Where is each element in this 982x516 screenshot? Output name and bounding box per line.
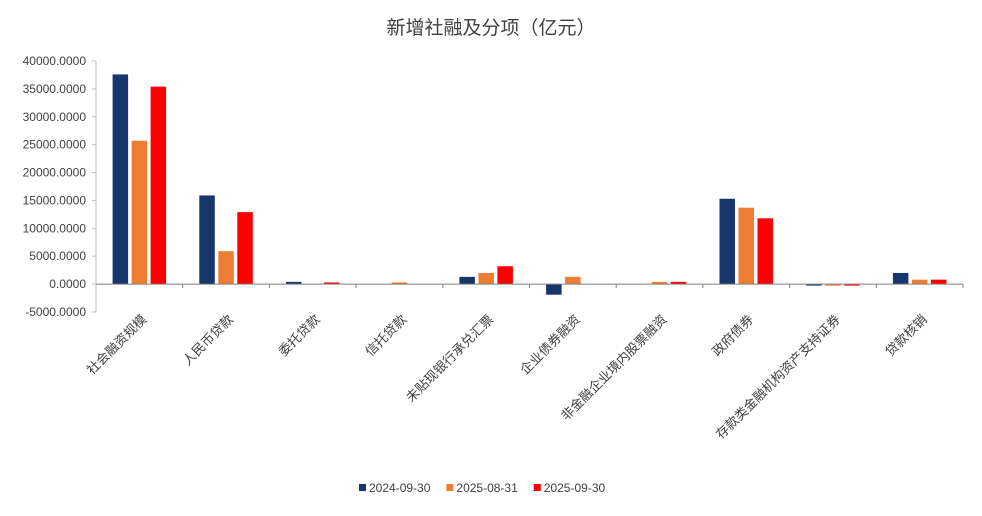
bar-2024-09-30-政府债券 xyxy=(719,198,735,285)
plot-area xyxy=(112,74,947,295)
x-tick-label: 政府债券 xyxy=(709,312,757,360)
bar-2025-08-31-非金融企业境内股票融资 xyxy=(651,281,668,285)
y-tick-label: 20000.0000 xyxy=(23,166,87,180)
bar-2025-09-30-存款类金融机构资产支持证券 xyxy=(844,284,860,286)
bar-2025-09-30-政府债券 xyxy=(757,218,773,285)
bar-2025-08-31-政府债券 xyxy=(738,207,754,285)
x-tick-label: 贷款核销 xyxy=(883,312,930,359)
bar-2025-08-31-存款类金融机构资产支持证券 xyxy=(825,284,841,286)
bar-2024-09-30-人民币贷款 xyxy=(199,195,215,285)
y-axis: -5000.0000 0.0000 5000.0000 10000.0000 15000… xyxy=(23,54,97,319)
y-tick-label: 25000.0000 xyxy=(23,138,87,152)
bar-2025-08-31-贷款核销 xyxy=(911,279,928,285)
legend-label: 2024-09-30 xyxy=(369,481,431,495)
y-tick-label: 10000.0000 xyxy=(23,221,87,235)
y-tick-label: 30000.0000 xyxy=(23,110,87,124)
bar-2025-08-31-信托贷款 xyxy=(391,282,408,285)
y-tick-label: 40000.0000 xyxy=(23,54,87,68)
x-tick-label: 人民币贷款 xyxy=(180,312,237,369)
bar-2024-09-30-社会融资规模 xyxy=(112,74,129,285)
bar-2025-08-31-人民币贷款 xyxy=(218,251,234,285)
bar-2025-08-31-社会融资规模 xyxy=(131,140,148,285)
bar-2025-09-30-委托贷款 xyxy=(324,282,340,285)
legend-label: 2025-08-31 xyxy=(456,481,518,495)
bar-2025-08-31-未贴现银行承兑汇票 xyxy=(478,272,494,285)
x-tick-label: 信托贷款 xyxy=(363,312,410,359)
y-tick-label: 0.0000 xyxy=(49,277,86,291)
legend-label: 2025-09-30 xyxy=(544,481,606,495)
y-tick-label: -5000.0000 xyxy=(25,305,86,319)
x-tick-label: 委托贷款 xyxy=(276,312,323,359)
bar-2024-09-30-企业债券融资 xyxy=(546,284,562,295)
bar-2024-09-30-委托贷款 xyxy=(286,281,302,285)
y-tick-label: 15000.0000 xyxy=(23,193,87,207)
x-tick-label: 企业债券融资 xyxy=(517,312,583,378)
legend: 2024-09-30 2025-08-31 2025-09-30 xyxy=(359,481,605,495)
y-tick-label: 35000.0000 xyxy=(23,82,87,96)
bar-2025-09-30-非金融企业境内股票融资 xyxy=(670,281,687,285)
bar-2025-09-30-未贴现银行承兑汇票 xyxy=(497,266,513,285)
legend-swatch xyxy=(446,484,454,491)
bar-2024-09-30-贷款核销 xyxy=(892,272,909,285)
legend-swatch xyxy=(359,484,366,491)
x-tick-label: 社会融资规模 xyxy=(84,312,150,378)
bar-2025-09-30-贷款核销 xyxy=(930,279,947,285)
bar-2024-09-30-未贴现银行承兑汇票 xyxy=(459,276,475,285)
bar-2025-08-31-企业债券融资 xyxy=(565,276,581,285)
bar-2025-09-30-社会融资规模 xyxy=(150,86,167,285)
bar-2025-09-30-人民币贷款 xyxy=(237,212,253,285)
x-tick-label: 未贴现银行承兑汇票 xyxy=(404,312,497,405)
y-tick-label: 5000.0000 xyxy=(29,249,86,263)
chart-title: 新增社融及分项（亿元） xyxy=(386,17,595,39)
bar-2024-09-30-存款类金融机构资产支持证券 xyxy=(806,284,822,286)
legend-swatch xyxy=(533,484,541,491)
